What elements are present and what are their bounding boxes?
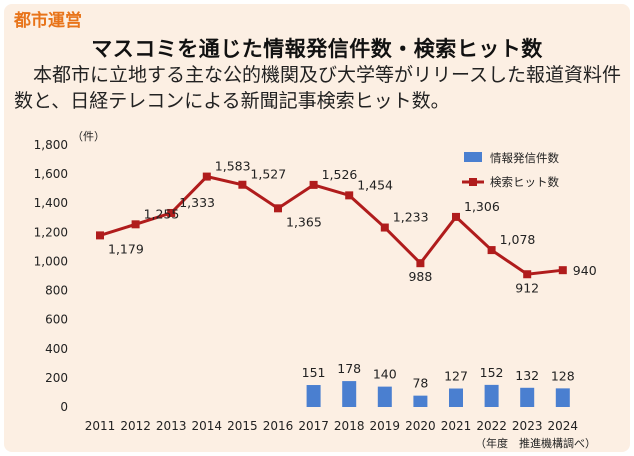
bar: [413, 395, 428, 407]
x-tick-label: 2017: [298, 419, 329, 433]
line-marker: [309, 180, 318, 189]
line-value-label: 912: [515, 280, 539, 295]
y-tick-label: 0: [60, 400, 68, 414]
legend-line-marker: [469, 178, 477, 186]
line-series: [99, 174, 563, 276]
chart-card: [4, 4, 630, 452]
bar-value-label: 152: [480, 365, 504, 380]
legend-bar-label: 情報発信件数: [490, 151, 559, 165]
chart-description: 本都市に立地する主な公的機関及び大学等がリリースした報道資料件数と、日経テレコン…: [14, 64, 622, 112]
y-axis-unit: （件）: [72, 130, 105, 143]
line-marker: [274, 204, 282, 213]
bar-value-label: 78: [412, 376, 428, 391]
line-marker: [131, 220, 140, 229]
line-value-label: 1,333: [179, 195, 215, 210]
category-tag: 都市運営: [14, 11, 82, 31]
line-marker: [523, 270, 532, 279]
y-tick-label: 1,800: [34, 138, 68, 152]
x-tick-label: 2023: [512, 419, 543, 433]
bar: [484, 384, 499, 407]
y-tick-label: 1,200: [34, 225, 68, 239]
line-marker: [380, 223, 389, 232]
line-value-label: 1,365: [286, 214, 322, 229]
x-tick-label: 2021: [441, 419, 472, 433]
x-tick-label: 2016: [263, 419, 294, 433]
line-value-label: 1,527: [250, 167, 286, 182]
y-tick-label: 1,400: [34, 196, 68, 210]
line-value-label: 1,583: [215, 159, 251, 174]
y-tick-label: 200: [45, 371, 68, 385]
x-tick-label: 2018: [334, 419, 365, 433]
y-tick-label: 1,000: [34, 254, 68, 268]
x-tick-label: 2014: [192, 419, 223, 433]
line-marker: [345, 191, 354, 200]
x-tick-label: 2011: [85, 419, 116, 433]
bar: [555, 388, 570, 407]
line-value-label: 1,078: [500, 232, 536, 247]
legend-line-label: 検索ヒット数: [490, 175, 559, 189]
bar-value-label: 178: [337, 361, 361, 376]
bar: [306, 385, 321, 407]
line-value-label: 1,526: [322, 167, 358, 182]
y-tick-label: 1,600: [34, 167, 68, 181]
line-value-label: 1,306: [464, 199, 500, 214]
line-marker: [416, 259, 425, 268]
x-tick-label: 2019: [370, 419, 401, 433]
line-value-label: 1,454: [357, 177, 393, 192]
line-marker: [558, 266, 567, 275]
line-value-label: 1,255: [144, 206, 180, 221]
x-tick-label: 2015: [227, 419, 258, 433]
line-marker: [238, 180, 247, 189]
line-marker: [202, 172, 211, 181]
footnote: （年度 推進機構調べ）: [475, 436, 596, 450]
x-tick-label: 2024: [548, 419, 579, 433]
bar-value-label: 127: [444, 369, 468, 384]
x-tick-label: 2012: [120, 419, 151, 433]
line-marker: [167, 208, 176, 217]
bar: [377, 386, 392, 407]
x-tick-label: 2013: [156, 419, 187, 433]
line-marker: [96, 231, 104, 240]
bar-value-label: 151: [302, 365, 326, 380]
legend-bar-swatch: [464, 152, 482, 162]
line-marker: [452, 212, 460, 221]
bar: [342, 381, 357, 407]
bar-value-label: 132: [515, 368, 539, 383]
bar-value-label: 140: [373, 367, 397, 382]
chart-title: マスコミを通じた情報発信件数・検索ヒット数: [91, 37, 543, 61]
y-tick-label: 800: [45, 284, 68, 298]
bar-value-label: 128: [551, 368, 575, 383]
line-marker: [487, 246, 496, 255]
x-tick-label: 2022: [476, 419, 507, 433]
y-tick-label: 400: [45, 342, 68, 356]
line-value-label: 1,179: [108, 241, 144, 256]
line-value-label: 988: [408, 269, 432, 284]
line-value-label: 1,233: [393, 210, 429, 225]
y-tick-label: 600: [45, 313, 68, 327]
line-value-label: 940: [573, 263, 597, 278]
x-tick-label: 2020: [405, 419, 436, 433]
bar: [449, 388, 463, 407]
bar: [520, 387, 535, 407]
